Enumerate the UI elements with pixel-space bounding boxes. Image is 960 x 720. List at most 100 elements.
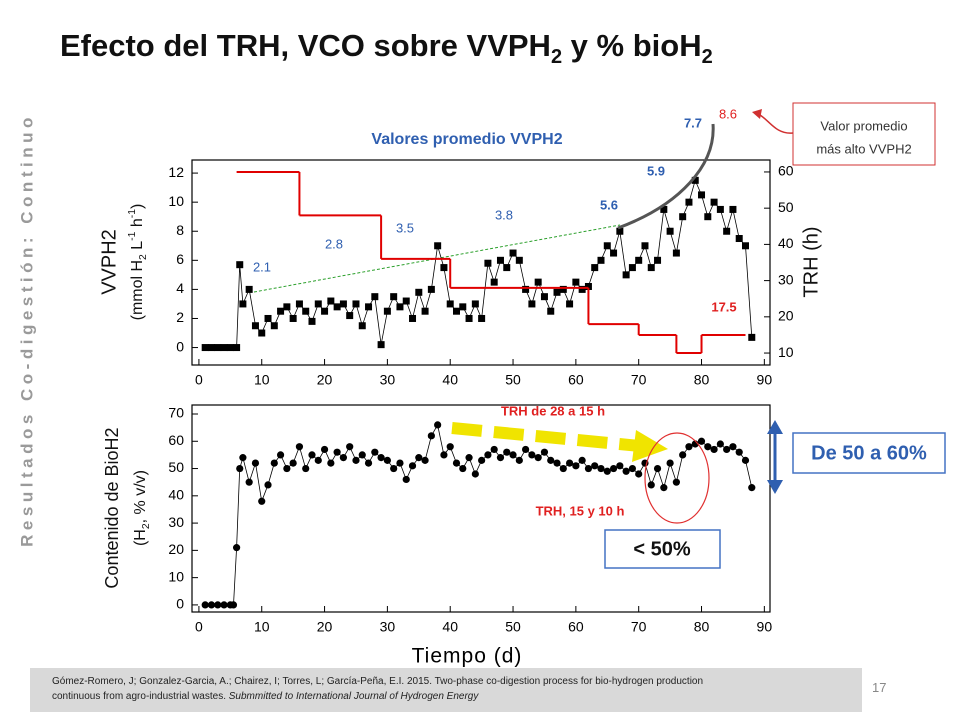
- point: [490, 278, 498, 286]
- point: [396, 459, 404, 467]
- point: [635, 256, 643, 264]
- point: [214, 344, 222, 352]
- point: [465, 314, 473, 322]
- x-tick-label: 40: [442, 372, 458, 388]
- point: [616, 462, 624, 470]
- point: [251, 322, 259, 330]
- point: [440, 451, 448, 459]
- value-annotation: 5.6: [600, 197, 618, 212]
- point: [258, 497, 266, 505]
- point: [578, 285, 586, 293]
- point: [609, 464, 618, 473]
- point: [270, 459, 278, 467]
- slide-title: Efecto del TRH, VCO sobre VVPH2 y % bioH…: [60, 28, 713, 69]
- x-tick-label: 0: [195, 619, 203, 635]
- point: [741, 242, 749, 250]
- point: [484, 451, 492, 459]
- point: [421, 456, 429, 464]
- point: [339, 300, 347, 308]
- value-annotation: 2.1: [253, 259, 271, 274]
- point: [672, 249, 680, 257]
- point: [415, 288, 423, 296]
- point: [484, 259, 492, 267]
- point: [358, 322, 366, 330]
- point: [358, 451, 366, 459]
- point: [421, 307, 429, 315]
- point: [390, 464, 398, 473]
- point: [220, 601, 228, 609]
- point: [735, 448, 743, 456]
- point: [534, 278, 542, 286]
- point: [509, 451, 517, 459]
- y-axis-units-part: (H: [132, 529, 149, 546]
- point: [264, 314, 272, 322]
- box: [792, 432, 946, 474]
- point: [553, 459, 561, 467]
- point: [691, 176, 699, 184]
- point: [704, 443, 712, 451]
- point: [201, 344, 209, 352]
- y2-tick-label: 20: [778, 308, 794, 324]
- x-tick-label: 0: [195, 372, 203, 388]
- point: [346, 312, 354, 320]
- point: [283, 303, 291, 311]
- x-tick-label: 70: [631, 619, 647, 635]
- arc: [617, 123, 715, 230]
- point: [603, 242, 611, 250]
- point: [716, 205, 724, 213]
- point: [270, 322, 278, 330]
- point: [415, 454, 423, 462]
- point: [591, 462, 599, 470]
- value-annotation: 3.8: [495, 207, 513, 222]
- y-axis-units-part: , % v/v): [132, 470, 149, 523]
- x-tick-label: 80: [694, 372, 710, 388]
- point: [346, 443, 354, 451]
- point: [264, 481, 272, 489]
- point: [396, 303, 404, 311]
- trend-arrow: [451, 422, 641, 452]
- point: [452, 307, 460, 315]
- point: [628, 464, 637, 473]
- y-tick-label: 60: [168, 432, 184, 448]
- point: [553, 288, 561, 296]
- y-axis-label: VVPH2: [98, 229, 120, 295]
- point: [496, 454, 505, 462]
- x-axis-label: Tiempo (d): [412, 645, 523, 668]
- callout-arrow: [757, 113, 794, 134]
- point: [214, 601, 222, 609]
- point: [229, 601, 238, 609]
- y2-tick-label: 10: [778, 344, 794, 360]
- point: [748, 484, 756, 492]
- point: [371, 293, 379, 301]
- plot-frame: [191, 404, 771, 613]
- point: [245, 285, 253, 293]
- point: [408, 462, 417, 470]
- citation: Gómez-Romero, J; Gonzalez-Garcia, A.; Ch…: [52, 676, 704, 687]
- x-tick-label: 10: [254, 619, 270, 635]
- x-tick-label: 90: [757, 619, 773, 635]
- title-text: y % bioH: [562, 28, 702, 63]
- point: [729, 443, 737, 451]
- callout-text: Valor promedio: [820, 118, 907, 133]
- point: [729, 205, 737, 213]
- point: [321, 307, 329, 315]
- point: [735, 235, 743, 243]
- point: [584, 464, 593, 473]
- callout-text: más alto VVPH2: [816, 141, 911, 156]
- point: [641, 242, 649, 250]
- point: [452, 459, 461, 467]
- y-tick-label: 2: [176, 309, 184, 325]
- title-sub: 2: [550, 46, 563, 69]
- y-tick-label: 10: [168, 568, 184, 584]
- title-text: Efecto del TRH, VCO sobre VVPH: [60, 28, 551, 63]
- point: [283, 464, 291, 473]
- highlight-circle: [644, 432, 710, 524]
- point: [365, 303, 373, 311]
- point: [446, 300, 454, 308]
- x-tick-label: 20: [317, 372, 333, 388]
- point: [440, 264, 448, 272]
- point: [314, 300, 322, 308]
- point: [566, 300, 574, 308]
- point: [547, 307, 555, 315]
